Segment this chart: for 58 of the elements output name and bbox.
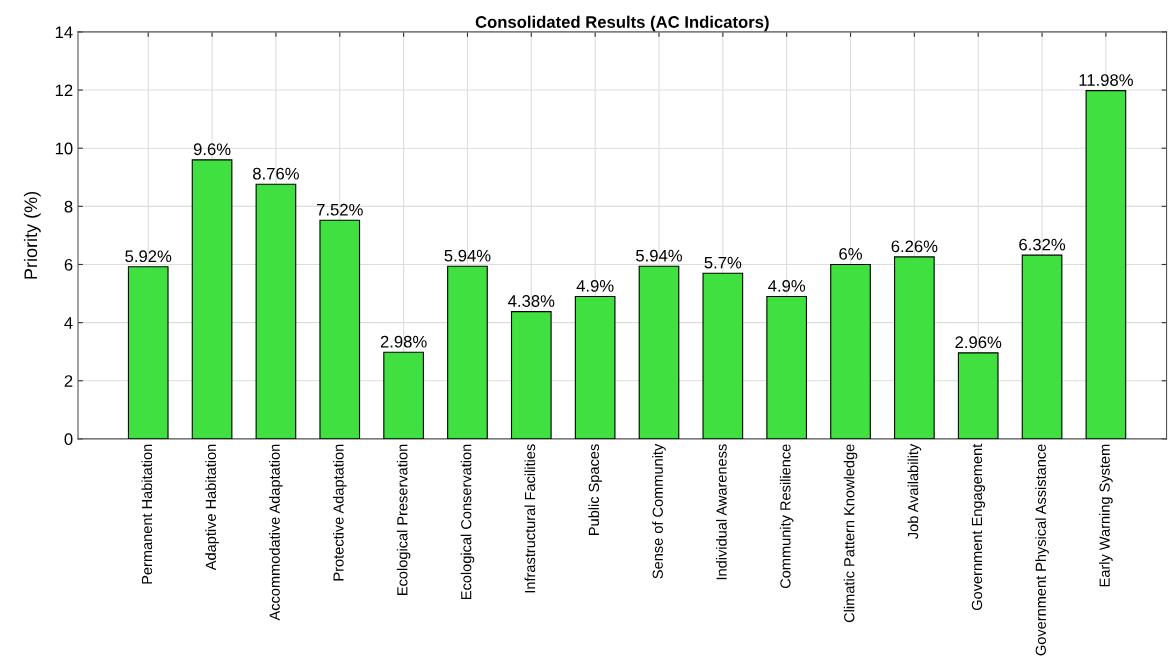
x-tick-label: Government Engagement bbox=[971, 443, 986, 611]
bar bbox=[1085, 90, 1127, 439]
bar bbox=[319, 219, 361, 439]
y-tick-label: 4 bbox=[64, 317, 73, 329]
x-tick-label: Protective Adaptation bbox=[332, 444, 347, 581]
data-label: 5.94% bbox=[636, 249, 683, 262]
bar bbox=[894, 256, 935, 439]
data-label: 9.6% bbox=[193, 143, 231, 156]
data-label: 6% bbox=[839, 247, 862, 260]
bar bbox=[638, 265, 680, 439]
bar bbox=[447, 265, 488, 439]
y-tick-label: 14 bbox=[55, 26, 73, 38]
chart-title: Consolidated Results (AC Indicators) bbox=[475, 15, 769, 32]
x-tick-label: Adaptive Habitation bbox=[205, 444, 219, 571]
data-label: 4.9% bbox=[576, 279, 614, 292]
data-label: 4.38% bbox=[508, 295, 555, 307]
y-axis-title: Priority (%) bbox=[23, 191, 41, 279]
data-label: 2.98% bbox=[380, 335, 427, 348]
x-tick-label: Job Availability bbox=[907, 443, 922, 539]
data-label: 4.9% bbox=[768, 279, 806, 292]
data-label: 5.94% bbox=[444, 249, 491, 262]
data-label: 5.7% bbox=[704, 256, 742, 269]
y-tick-label: 10 bbox=[55, 142, 73, 155]
bar bbox=[127, 266, 169, 439]
x-tick-label: Infrastructural Facilities bbox=[524, 444, 536, 593]
bar bbox=[191, 159, 233, 439]
data-label: 2.96% bbox=[955, 336, 1002, 349]
x-tick-label: Ecological Conservation bbox=[460, 444, 475, 600]
y-tick-label: 6 bbox=[64, 258, 73, 271]
bar bbox=[574, 295, 616, 439]
x-tick-label: Accommodative Adaptation bbox=[269, 444, 283, 621]
bar bbox=[830, 263, 871, 439]
data-label: 11.98% bbox=[1079, 74, 1133, 86]
bar bbox=[383, 351, 424, 439]
y-tick-label: 2 bbox=[64, 375, 73, 387]
x-tick-label: Government Physical Assistance bbox=[1035, 444, 1049, 656]
bar bbox=[702, 272, 744, 439]
bar bbox=[255, 183, 297, 439]
x-tick-label: Permanent Habitation bbox=[141, 444, 153, 584]
bar bbox=[766, 295, 808, 439]
x-tick-label: Community Resilience bbox=[779, 444, 794, 589]
x-tick-label: Ecological Preservation bbox=[396, 444, 411, 595]
data-label: 6.26% bbox=[891, 240, 938, 253]
data-label: 6.32% bbox=[1019, 238, 1066, 251]
data-label: 7.52% bbox=[316, 203, 363, 216]
y-tick-label: 12 bbox=[55, 84, 73, 97]
x-tick-label: Early Warning System bbox=[1099, 444, 1113, 587]
y-tick-label: 0 bbox=[64, 433, 73, 446]
bar bbox=[510, 311, 552, 439]
x-tick-label: Sense of Community bbox=[652, 443, 666, 579]
bar bbox=[957, 352, 999, 439]
bar bbox=[1021, 254, 1063, 439]
x-tick-label: Individual Awareness bbox=[716, 444, 727, 580]
y-tick-label: 8 bbox=[64, 200, 73, 213]
data-label: 8.76% bbox=[253, 167, 299, 180]
x-tick-label: Climatic Pattern Knowledge bbox=[843, 444, 858, 623]
data-label: 5.92% bbox=[125, 250, 172, 263]
x-tick-label: Public Spaces bbox=[588, 444, 602, 535]
